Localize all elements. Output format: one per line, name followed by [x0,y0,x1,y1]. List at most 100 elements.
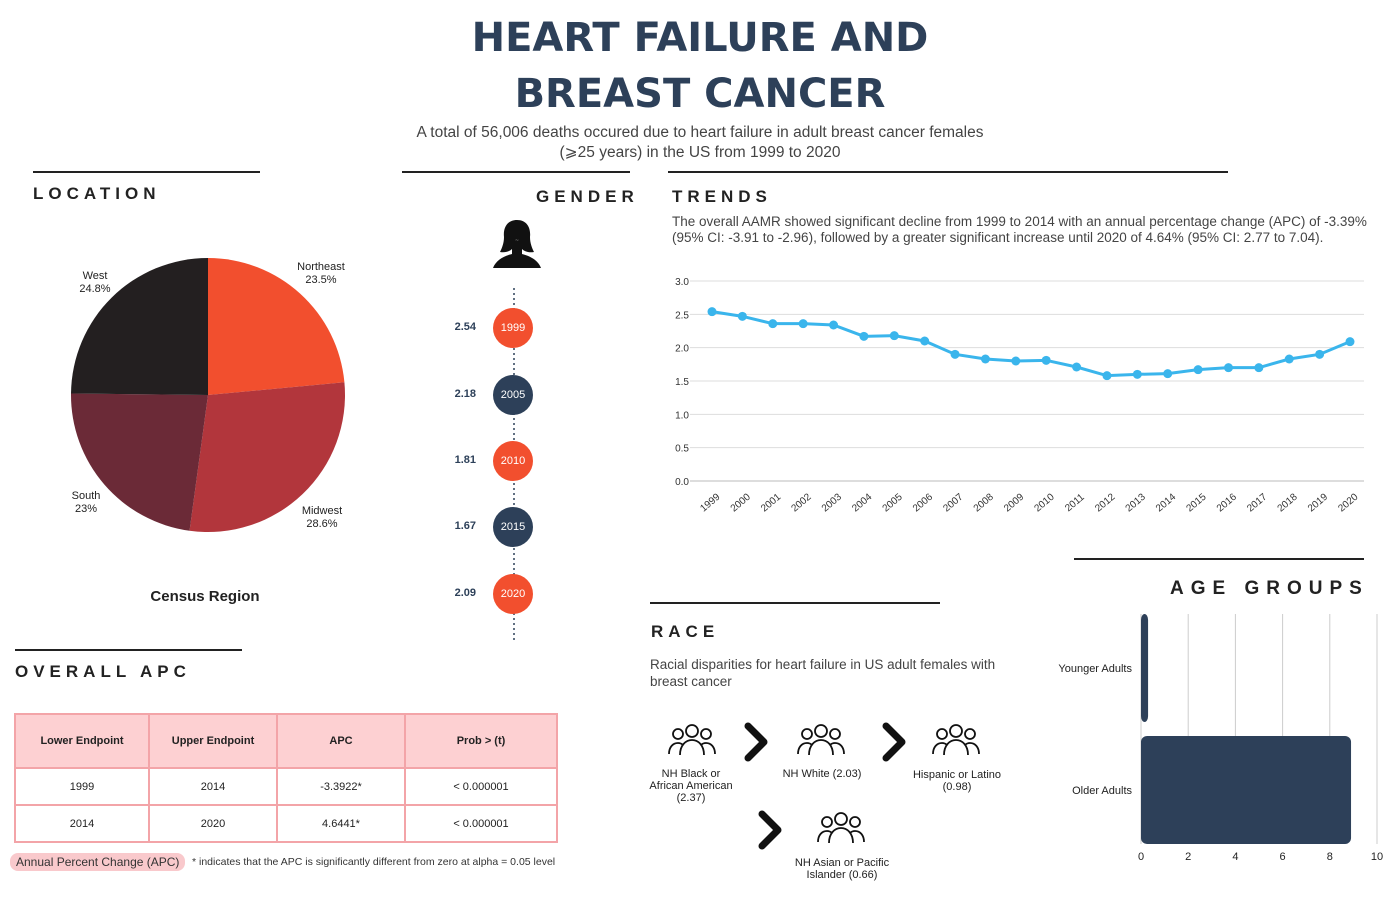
x-tick-label: 2001 [759,491,783,514]
pie-value-label: 28.6% [306,518,337,530]
pie-label: South [72,490,101,502]
pie-value-label: 23.5% [305,274,336,286]
trend-point [859,331,869,341]
x-tick-label: 1999 [698,491,722,514]
chevron-right-icon [882,722,906,762]
trend-point [920,336,930,346]
x-tick-label: 2003 [820,491,844,514]
table-cell: < 0.000001 [404,804,558,843]
people-group-icon [817,812,865,844]
y-tick-label: 1.5 [675,377,689,388]
trends-text-line1: The overall AAMR showed significant decl… [672,214,1367,229]
race-text-line1: Racial disparities for heart failure in … [650,657,996,672]
y-tick-label: 2.5 [675,310,689,321]
x-tick-label: 2019 [1306,491,1330,514]
age-bar-chart: 0 2 4 6 8 10 Younger Adults Older Adults [1058,614,1383,863]
timeline-value: 1.67 [454,520,476,532]
x-tick-label: 2000 [729,491,753,514]
apc-badge: Annual Percent Change (APC) [10,853,186,871]
apc-header-upper: Upper Endpoint [148,713,278,769]
y-tick-label: 2.0 [675,344,689,355]
trend-point [798,319,808,329]
apc-header-prob: Prob > (t) [404,713,558,769]
y-tick-label: 1.0 [675,410,689,421]
trend-point [1345,337,1355,347]
female-silhouette-icon: ~ [493,220,541,268]
page-title-line1: HEART FAILURE AND [471,15,929,61]
trend-point [889,331,899,341]
chevron-right-icon [744,722,768,762]
pie-slice-west [71,258,208,395]
table-cell: 2020 [148,804,278,843]
pie-value-label: 24.8% [79,283,110,295]
age-category-label: Older Adults [1072,785,1132,797]
x-tick-label: 10 [1371,851,1383,863]
trend-point [829,320,839,330]
table-cell: 1999 [14,767,150,806]
subtitle-line1: A total of 56,006 deaths occured due to … [416,124,984,141]
age-bar [1141,736,1352,844]
x-tick-label: 6 [1280,851,1286,863]
table-row: 2014 2020 4.6441* < 0.000001 [14,804,558,843]
x-tick-label: 2009 [1002,491,1026,514]
table-row: 1999 2014 -3.3922* < 0.000001 [14,767,558,806]
trend-point [1132,369,1142,379]
x-tick-label: 8 [1327,851,1333,863]
x-tick-label: 2007 [941,491,965,514]
race-group-label: NH Asian or Pacific Islander (0.66) [794,857,890,881]
table-cell: < 0.000001 [404,767,558,806]
timeline-year-dot: 2020 [493,574,533,614]
table-cell: 2014 [14,804,150,843]
trend-point [1072,362,1082,372]
page-title-line2: BREAST CANCER [514,71,886,117]
trend-point [1163,369,1173,379]
x-tick-label: 2006 [911,491,935,514]
race-heading: RACE [651,622,720,641]
x-tick-label: 2015 [1184,491,1208,514]
pie-value-label: 23% [75,503,97,515]
trend-point [1223,363,1233,373]
x-tick-label: 4 [1232,851,1238,863]
timeline-year-dot: 2005 [493,375,533,415]
timeline-year-dot: 2015 [493,507,533,547]
race-text-line2: breast cancer [650,674,732,689]
trend-point [737,311,747,321]
timeline-year-dot: 2010 [493,441,533,481]
table-cell: -3.3922* [276,767,406,806]
x-tick-label: 2005 [881,491,905,514]
trend-point [1193,365,1203,375]
x-tick-label: 2017 [1245,491,1269,514]
race-rule [650,602,940,604]
apc-rule [15,649,242,651]
pie-label: Midwest [302,505,342,517]
people-group-icon [797,724,845,756]
x-tick-label: 2010 [1033,491,1057,514]
x-tick-label: 2011 [1063,492,1087,515]
trend-point [1315,349,1325,359]
timeline-value: 2.18 [454,388,476,400]
trends-line-chart: 0.0 0.5 1.0 1.5 2.0 2.5 3.0 1999 2000 2001 2002 20… [675,277,1364,515]
people-group-icon [932,724,980,756]
x-tick-label: 2018 [1276,491,1300,514]
timeline-value: 2.09 [454,587,476,599]
apc-header-apc: APC [276,713,406,769]
trend-point [980,354,990,364]
x-tick-label: 2008 [972,491,996,514]
location-heading: LOCATION [33,184,161,203]
trend-series-line [711,310,1351,378]
pie-caption: Census Region [150,588,260,605]
trend-point [768,319,778,329]
trends-rule [668,171,1228,173]
table-cell: 4.6441* [276,804,406,843]
race-group-label: Hispanic or Latino (0.98) [912,769,1002,793]
y-tick-label: 0.5 [675,444,689,455]
pie-slice-south [71,393,209,531]
location-rule [33,171,260,173]
pie-label: West [83,270,108,282]
trend-point [1011,356,1021,366]
x-tick-label: 0 [1138,851,1144,863]
x-tick-label: 2002 [789,491,813,514]
age-category-label: Younger Adults [1058,663,1132,675]
table-cell: 2014 [148,767,278,806]
